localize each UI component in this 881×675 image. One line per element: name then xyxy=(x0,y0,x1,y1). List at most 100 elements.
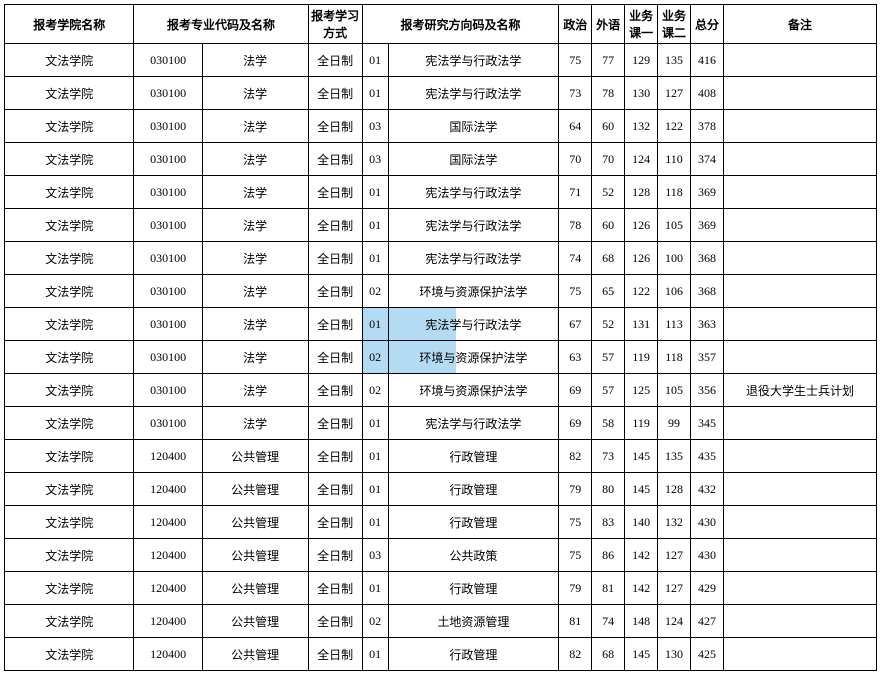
cell-study-mode: 全日制 xyxy=(308,473,362,506)
cell-direction-code: 02 xyxy=(362,605,388,638)
cell-course1: 130 xyxy=(625,77,658,110)
cell-college: 文法学院 xyxy=(5,341,134,374)
cell-course2: 135 xyxy=(658,440,691,473)
cell-direction-code: 03 xyxy=(362,539,388,572)
cell-major-name: 法学 xyxy=(202,374,308,407)
cell-course1: 119 xyxy=(625,407,658,440)
cell-politics: 70 xyxy=(559,143,592,176)
cell-foreign-lang: 57 xyxy=(592,374,625,407)
cell-note xyxy=(723,143,876,176)
cell-note xyxy=(723,473,876,506)
cell-foreign-lang: 52 xyxy=(592,176,625,209)
cell-politics: 79 xyxy=(559,473,592,506)
cell-major-name: 公共管理 xyxy=(202,539,308,572)
cell-study-mode: 全日制 xyxy=(308,572,362,605)
cell-direction-name: 国际法学 xyxy=(388,110,559,143)
header-politics: 政治 xyxy=(559,5,592,44)
cell-college: 文法学院 xyxy=(5,275,134,308)
cell-direction-code: 03 xyxy=(362,110,388,143)
cell-politics: 78 xyxy=(559,209,592,242)
cell-major-name: 法学 xyxy=(202,110,308,143)
cell-study-mode: 全日制 xyxy=(308,506,362,539)
cell-note xyxy=(723,638,876,671)
header-course2: 业务课二 xyxy=(658,5,691,44)
cell-college: 文法学院 xyxy=(5,473,134,506)
cell-study-mode: 全日制 xyxy=(308,638,362,671)
cell-direction-code: 01 xyxy=(362,176,388,209)
cell-study-mode: 全日制 xyxy=(308,407,362,440)
cell-college: 文法学院 xyxy=(5,242,134,275)
cell-major-code: 120400 xyxy=(134,638,202,671)
cell-major-name: 公共管理 xyxy=(202,506,308,539)
cell-direction-name: 行政管理 xyxy=(388,473,559,506)
cell-note xyxy=(723,77,876,110)
cell-direction-code: 01 xyxy=(362,506,388,539)
cell-total: 368 xyxy=(691,242,724,275)
cell-major-name: 公共管理 xyxy=(202,473,308,506)
cell-major-code: 030100 xyxy=(134,77,202,110)
cell-course1: 140 xyxy=(625,506,658,539)
cell-study-mode: 全日制 xyxy=(308,209,362,242)
cell-direction-name: 行政管理 xyxy=(388,638,559,671)
cell-study-mode: 全日制 xyxy=(308,275,362,308)
table-row: 文法学院030100法学全日制01宪法学与行政法学7860126105369 xyxy=(5,209,877,242)
cell-study-mode: 全日制 xyxy=(308,440,362,473)
cell-major-code: 030100 xyxy=(134,374,202,407)
cell-college: 文法学院 xyxy=(5,539,134,572)
cell-note xyxy=(723,44,876,77)
cell-foreign-lang: 86 xyxy=(592,539,625,572)
cell-direction-code: 02 xyxy=(362,341,388,374)
cell-college: 文法学院 xyxy=(5,605,134,638)
cell-foreign-lang: 70 xyxy=(592,143,625,176)
cell-direction-code: 02 xyxy=(362,275,388,308)
cell-major-code: 120400 xyxy=(134,440,202,473)
table-row: 文法学院120400公共管理全日制01行政管理7980145128432 xyxy=(5,473,877,506)
cell-direction-code: 02 xyxy=(362,374,388,407)
cell-major-code: 030100 xyxy=(134,407,202,440)
cell-direction-code: 01 xyxy=(362,308,388,341)
cell-direction-code: 01 xyxy=(362,572,388,605)
cell-foreign-lang: 74 xyxy=(592,605,625,638)
cell-major-name: 法学 xyxy=(202,341,308,374)
cell-politics: 69 xyxy=(559,374,592,407)
cell-total: 435 xyxy=(691,440,724,473)
cell-major-code: 120400 xyxy=(134,572,202,605)
cell-major-code: 120400 xyxy=(134,506,202,539)
cell-politics: 74 xyxy=(559,242,592,275)
cell-politics: 82 xyxy=(559,638,592,671)
cell-politics: 71 xyxy=(559,176,592,209)
cell-course2: 128 xyxy=(658,473,691,506)
header-college: 报考学院名称 xyxy=(5,5,134,44)
cell-note xyxy=(723,506,876,539)
cell-foreign-lang: 57 xyxy=(592,341,625,374)
cell-study-mode: 全日制 xyxy=(308,44,362,77)
cell-course1: 125 xyxy=(625,374,658,407)
cell-foreign-lang: 58 xyxy=(592,407,625,440)
cell-major-code: 030100 xyxy=(134,44,202,77)
cell-course1: 142 xyxy=(625,539,658,572)
header-note: 备注 xyxy=(723,5,876,44)
cell-foreign-lang: 77 xyxy=(592,44,625,77)
cell-study-mode: 全日制 xyxy=(308,374,362,407)
cell-note xyxy=(723,110,876,143)
cell-college: 文法学院 xyxy=(5,572,134,605)
cell-politics: 67 xyxy=(559,308,592,341)
cell-total: 425 xyxy=(691,638,724,671)
cell-direction-code: 01 xyxy=(362,242,388,275)
cell-course2: 135 xyxy=(658,44,691,77)
cell-direction-name: 行政管理 xyxy=(388,506,559,539)
cell-politics: 79 xyxy=(559,572,592,605)
cell-total: 374 xyxy=(691,143,724,176)
cell-course2: 105 xyxy=(658,374,691,407)
cell-total: 368 xyxy=(691,275,724,308)
cell-total: 363 xyxy=(691,308,724,341)
cell-direction-name: 环境与资源保护法学 xyxy=(388,374,559,407)
cell-note: 退役大学生士兵计划 xyxy=(723,374,876,407)
cell-major-name: 法学 xyxy=(202,209,308,242)
table-row: 文法学院030100法学全日制02环境与资源保护法学7565122106368 xyxy=(5,275,877,308)
cell-course1: 145 xyxy=(625,440,658,473)
cell-direction-name: 宪法学与行政法学 xyxy=(388,77,559,110)
cell-college: 文法学院 xyxy=(5,374,134,407)
cell-foreign-lang: 68 xyxy=(592,638,625,671)
table-row: 文法学院120400公共管理全日制01行政管理7583140132430 xyxy=(5,506,877,539)
